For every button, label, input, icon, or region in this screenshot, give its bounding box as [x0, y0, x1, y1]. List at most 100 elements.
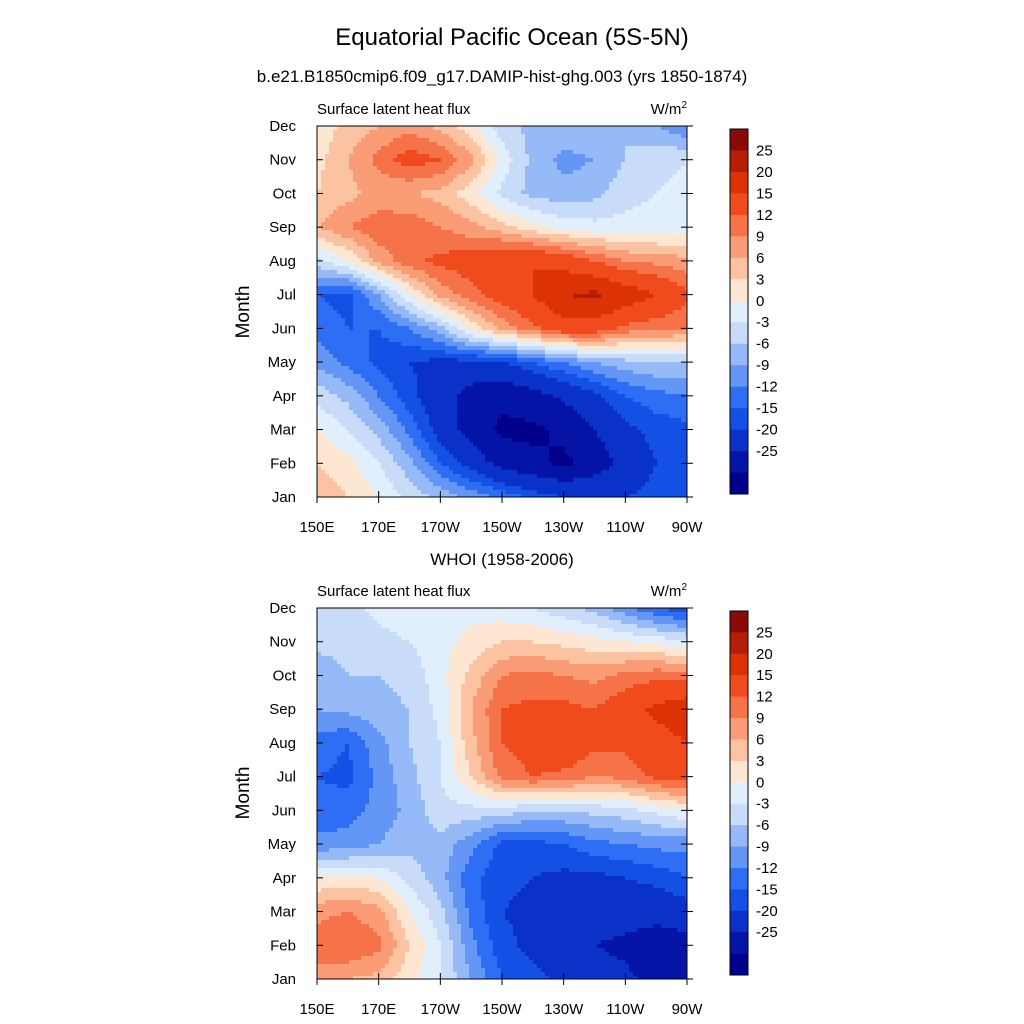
heatmap-cell — [641, 190, 646, 195]
heatmap-cell — [465, 158, 470, 163]
heatmap-cell — [509, 170, 514, 175]
heatmap-cell — [589, 278, 594, 283]
heatmap-cell — [417, 314, 422, 319]
heatmap-cell — [609, 234, 614, 239]
heatmap-cell — [545, 314, 550, 319]
heatmap-cell — [605, 322, 610, 327]
heatmap-cell — [641, 226, 646, 231]
heatmap-cell — [665, 278, 670, 283]
heatmap-cell — [585, 278, 590, 283]
heatmap-cell — [661, 242, 666, 247]
heatmap-cell — [477, 270, 482, 275]
heatmap-cell — [517, 230, 522, 235]
heatmap-cell — [409, 130, 414, 135]
heatmap-cell — [669, 206, 674, 211]
heatmap-cell — [477, 310, 482, 315]
heatmap-cell — [573, 142, 578, 147]
heatmap-cell — [413, 242, 418, 247]
heatmap-cell — [393, 126, 398, 131]
heatmap-cell — [537, 242, 542, 247]
heatmap-cell — [565, 238, 570, 243]
heatmap-cell — [417, 250, 422, 255]
heatmap-cell — [441, 266, 446, 271]
heatmap-cell — [681, 202, 686, 207]
heatmap-cell — [429, 310, 434, 315]
heatmap-cell — [489, 166, 494, 171]
heatmap-cell — [521, 138, 526, 143]
heatmap-cell — [405, 330, 410, 335]
heatmap-cell — [393, 210, 398, 215]
heatmap-cell — [397, 162, 402, 167]
heatmap-cell — [601, 194, 606, 199]
heatmap-cell — [533, 290, 538, 295]
heatmap-cell — [505, 250, 510, 255]
heatmap-cell — [645, 286, 650, 291]
heatmap-cell — [425, 154, 430, 159]
heatmap-cell — [345, 338, 350, 343]
heatmap-cell — [649, 334, 654, 339]
heatmap-cell — [545, 254, 550, 259]
heatmap-cell — [477, 274, 482, 279]
heatmap-cell — [477, 142, 482, 147]
heatmap-cell — [493, 250, 498, 255]
heatmap-cell — [433, 282, 438, 287]
heatmap-cell — [633, 126, 638, 131]
heatmap-cell — [489, 266, 494, 271]
heatmap-cell — [433, 242, 438, 247]
heatmap-cell — [385, 174, 390, 179]
heatmap-cell — [529, 194, 534, 199]
heatmap-cell — [417, 294, 422, 299]
heatmap-cell — [529, 182, 534, 187]
heatmap-cell — [441, 190, 446, 195]
heatmap-cell — [401, 134, 406, 139]
heatmap-cell — [329, 294, 334, 299]
heatmap-cell — [593, 218, 598, 223]
heatmap-cell — [361, 170, 366, 175]
heatmap-cell — [493, 318, 498, 323]
heatmap-cell — [385, 266, 390, 271]
heatmap-cell — [521, 226, 526, 231]
heatmap-cell — [669, 170, 674, 175]
heatmap-cell — [569, 206, 574, 211]
heatmap-cell — [681, 262, 686, 267]
heatmap-cell — [621, 174, 626, 179]
heatmap-cell — [353, 258, 358, 263]
heatmap-cell — [545, 302, 550, 307]
heatmap-cell — [429, 190, 434, 195]
heatmap-cell — [489, 226, 494, 231]
heatmap-cell — [629, 262, 634, 267]
heatmap-cell — [357, 174, 362, 179]
heatmap-cell — [357, 282, 362, 287]
heatmap-cell — [361, 290, 366, 295]
heatmap-cell — [509, 138, 514, 143]
heatmap-cell — [381, 210, 386, 215]
heatmap-cell — [425, 286, 430, 291]
heatmap-cell — [481, 274, 486, 279]
heatmap-cell — [317, 290, 322, 295]
heatmap-cell — [369, 210, 374, 215]
heatmap-cell — [653, 202, 658, 207]
heatmap-cell — [537, 178, 542, 183]
heatmap-cell — [453, 318, 458, 323]
heatmap-cell — [333, 294, 338, 299]
heatmap-cell — [645, 194, 650, 199]
heatmap-cell — [501, 146, 506, 151]
heatmap-cell — [453, 310, 458, 315]
heatmap-cell — [513, 210, 518, 215]
heatmap-cell — [629, 310, 634, 315]
heatmap-cell — [345, 274, 350, 279]
heatmap-cell — [577, 130, 582, 135]
heatmap-cell — [341, 310, 346, 315]
heatmap-cell — [509, 274, 514, 279]
heatmap-cell — [485, 130, 490, 135]
heatmap-cell — [397, 310, 402, 315]
heatmap-cell — [581, 146, 586, 151]
heatmap-cell — [477, 214, 482, 219]
heatmap-cell — [661, 306, 666, 311]
heatmap-cell — [569, 194, 574, 199]
heatmap-cell — [617, 314, 622, 319]
heatmap-cell — [653, 230, 658, 235]
heatmap-cell — [357, 206, 362, 211]
heatmap-cell — [593, 222, 598, 227]
heatmap-cell — [569, 314, 574, 319]
